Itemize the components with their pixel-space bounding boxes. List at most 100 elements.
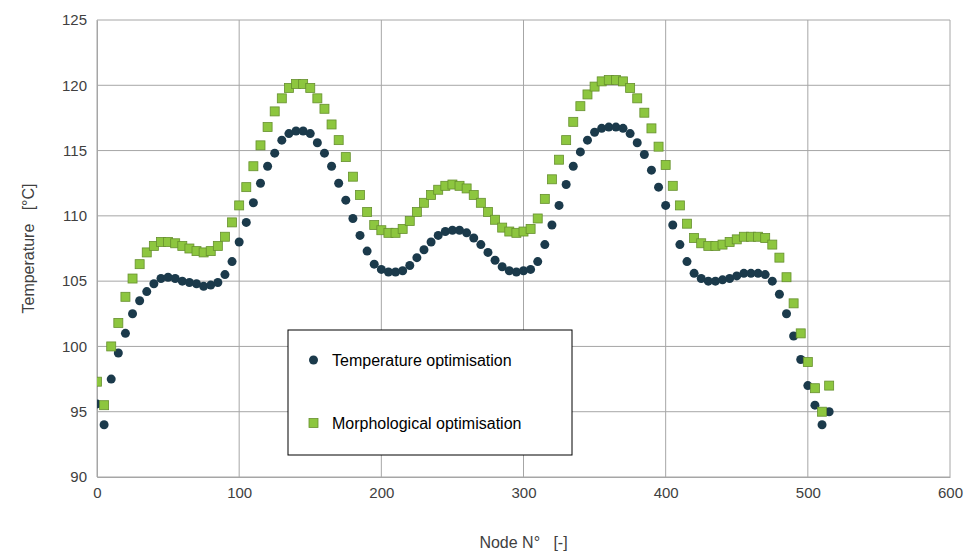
y-tick-label: 125 <box>62 11 87 28</box>
y-tick: 105 <box>62 272 97 289</box>
point <box>306 83 315 92</box>
point <box>356 231 365 240</box>
legend-label: Temperature optimisation <box>332 352 512 369</box>
point <box>419 245 428 254</box>
x-tick-label: 400 <box>654 484 679 501</box>
point <box>107 342 116 351</box>
point <box>363 207 372 216</box>
point <box>469 234 478 243</box>
x-tick: 400 <box>654 477 679 501</box>
point <box>562 136 571 145</box>
legend-symbol <box>309 356 318 365</box>
x-tick: 200 <box>369 477 394 501</box>
point <box>341 153 350 162</box>
point <box>768 277 777 286</box>
point <box>405 217 414 226</box>
point <box>810 384 819 393</box>
x-tick-label: 300 <box>511 484 536 501</box>
point <box>555 155 564 164</box>
chart: 0100200300400500600909510010511011512012… <box>0 0 980 560</box>
point <box>412 207 421 216</box>
y-grid-line <box>97 85 950 86</box>
point <box>633 94 642 103</box>
point <box>761 270 770 279</box>
point <box>135 260 144 269</box>
y-tick-label: 95 <box>70 403 87 420</box>
point <box>789 299 798 308</box>
legend-symbol <box>309 419 318 428</box>
point <box>270 107 279 116</box>
point <box>128 274 137 283</box>
point <box>249 198 258 207</box>
y-grid-line <box>97 281 950 282</box>
x-grid-line <box>665 20 666 477</box>
point <box>263 123 272 132</box>
point <box>647 124 656 133</box>
x-grid-line <box>950 20 951 477</box>
point <box>682 257 691 266</box>
point <box>412 253 421 262</box>
point <box>121 329 130 338</box>
y-tick-label: 110 <box>63 207 87 224</box>
point <box>306 129 315 138</box>
y-tick-label: 120 <box>62 77 87 94</box>
point <box>100 401 109 410</box>
point <box>626 129 635 138</box>
point <box>256 179 265 188</box>
point <box>142 287 151 296</box>
point <box>242 218 251 227</box>
y-tick: 120 <box>62 77 97 94</box>
x-grid-line <box>97 20 98 477</box>
point <box>256 141 265 150</box>
point <box>363 247 372 256</box>
point <box>583 136 592 145</box>
point <box>313 94 322 103</box>
point <box>647 166 656 175</box>
y-axis: 90 95 100 105 110 115 120 125 <box>62 11 98 485</box>
point <box>803 358 812 367</box>
point <box>114 318 123 327</box>
y-grid-line <box>97 215 950 216</box>
x-tick-label: 100 <box>227 484 252 501</box>
y-tick-label: 115 <box>63 142 87 159</box>
x-grid-line <box>239 20 240 477</box>
point <box>626 83 635 92</box>
y-tick: 90 <box>70 468 97 485</box>
point <box>682 219 691 228</box>
y-tick-label: 100 <box>62 338 87 355</box>
point <box>668 181 677 190</box>
point <box>782 309 791 318</box>
point <box>796 329 805 338</box>
x-grid-line <box>807 20 808 477</box>
point <box>562 180 571 189</box>
grid <box>97 20 950 477</box>
point <box>320 104 329 113</box>
point <box>320 149 329 158</box>
x-tick-label: 600 <box>938 484 963 501</box>
y-grid-line <box>97 150 950 151</box>
y-tick: 115 <box>63 142 97 159</box>
point <box>540 194 549 203</box>
point <box>555 201 564 210</box>
legend-label: Morphological optimisation <box>332 415 521 432</box>
point <box>476 198 485 207</box>
point <box>228 218 237 227</box>
point <box>768 240 777 249</box>
x-tick-label: 200 <box>369 484 394 501</box>
point <box>277 94 286 103</box>
point <box>654 183 663 192</box>
y-tick: 95 <box>70 403 97 420</box>
point <box>327 120 336 129</box>
point <box>341 196 350 205</box>
point <box>270 149 279 158</box>
point <box>334 136 343 145</box>
point <box>775 253 784 262</box>
x-tick: 600 <box>938 477 963 501</box>
point <box>213 241 222 250</box>
point <box>348 172 357 181</box>
point <box>569 117 578 126</box>
x-tick: 100 <box>227 477 252 501</box>
point <box>661 160 670 169</box>
y-tick: 110 <box>63 207 97 224</box>
point <box>235 201 244 210</box>
